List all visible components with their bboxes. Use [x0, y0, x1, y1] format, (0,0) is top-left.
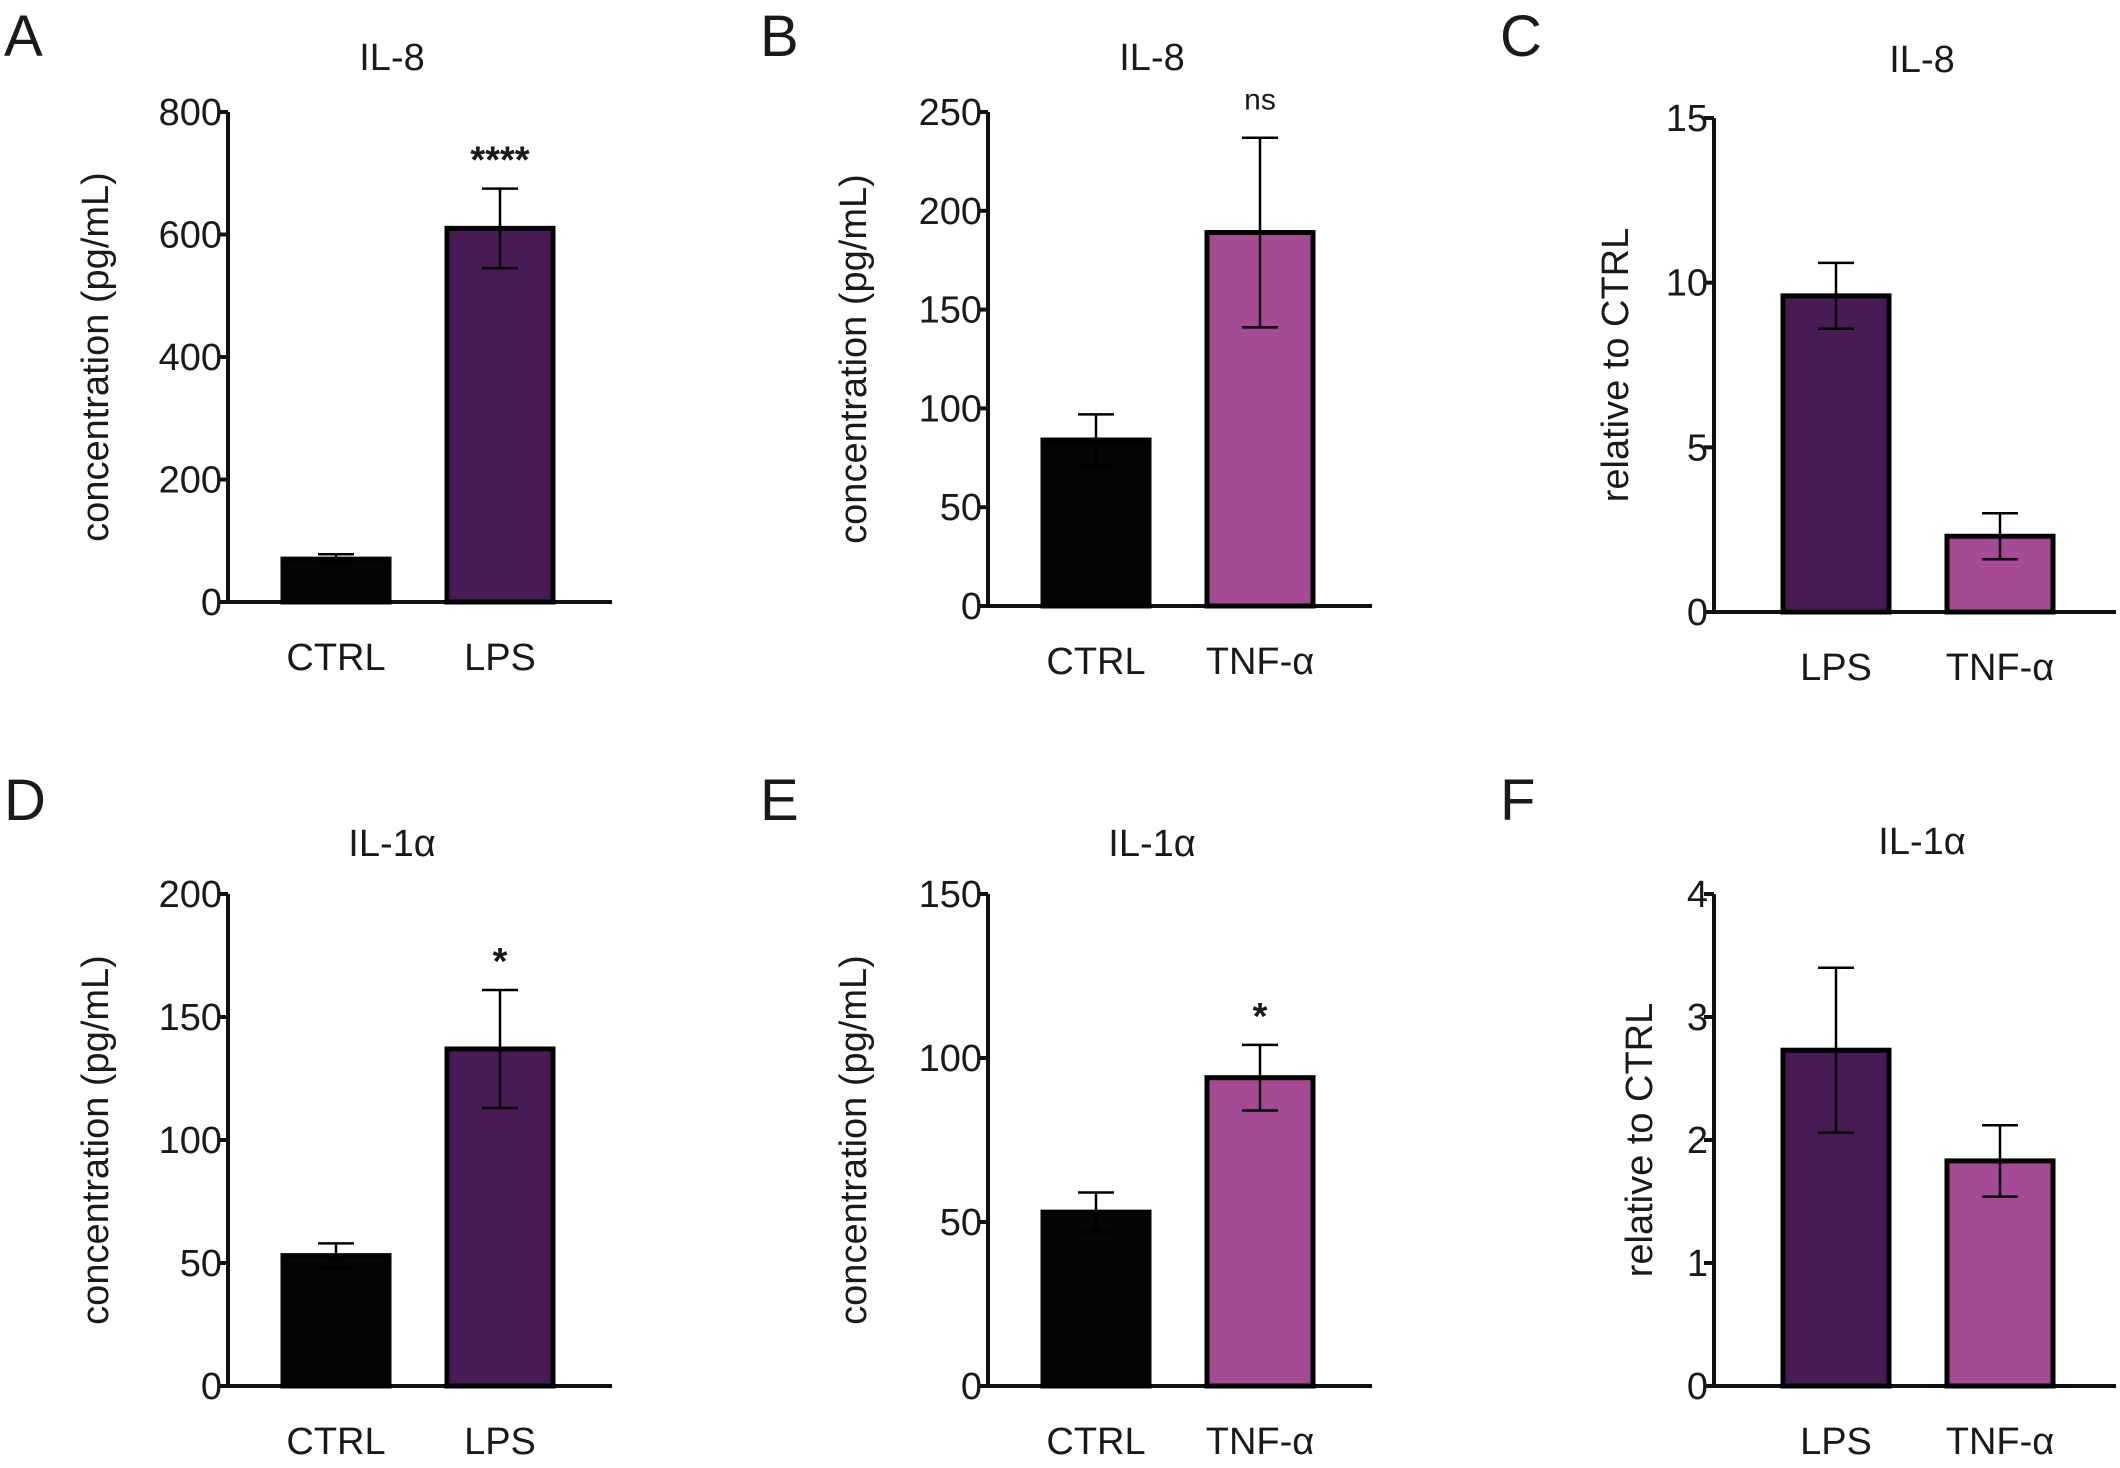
y-tick-label: 100	[159, 1120, 222, 1162]
y-tick-label: 0	[201, 1366, 222, 1408]
x-tick-label: LPS	[1800, 647, 1872, 689]
bar-tnf-	[1944, 1158, 2056, 1389]
significance-label: *	[1253, 996, 1268, 1038]
panel-letter: A	[4, 4, 43, 69]
chart-title: IL-8	[1889, 39, 1954, 81]
y-tick-label: 0	[1687, 1366, 1708, 1408]
y-tick-label: 150	[919, 874, 982, 916]
chart-panel-b: B IL-8 concentration (pg/mL) 0 50 100 150 200 25…	[760, 4, 1372, 683]
y-tick-label: 0	[1687, 592, 1708, 634]
x-tick-label: CTRL	[1046, 641, 1145, 683]
chart-panel-f: F IL-1α relative to CTRL 0 1 2 3 4 LPS TNF-α	[1500, 768, 2116, 1463]
y-tick-label: 15	[1666, 98, 1708, 140]
significance-label: *	[493, 941, 508, 983]
bar-tnf-	[1204, 1075, 1316, 1389]
significance-label: ****	[470, 140, 529, 182]
significance-label: ns	[1244, 84, 1276, 117]
chart-panel-a: A IL-8 concentration (pg/mL) 0 200 400 600 800 C…	[4, 4, 612, 679]
x-tick-label: TNF-α	[1206, 1421, 1315, 1463]
y-tick-label: 10	[1666, 263, 1708, 305]
chart-panel-c: C IL-8 relative to CTRL 0 5 10 15 LPS TNF-α	[1500, 4, 2116, 689]
x-tick-label: LPS	[464, 1421, 536, 1463]
panel-letter: D	[4, 768, 46, 833]
x-tick-label: CTRL	[286, 1421, 385, 1463]
bar-ctrl	[1040, 1209, 1152, 1389]
x-tick-label: TNF-α	[1946, 1421, 2055, 1463]
y-tick-label: 150	[919, 290, 982, 332]
chart-panel-e: E IL-1α concentration (pg/mL) 0 50 100 150 CTRL…	[760, 768, 1372, 1463]
y-tick-label: 200	[159, 460, 222, 502]
y-tick-label: 5	[1687, 427, 1708, 469]
y-tick-label: 1	[1687, 1243, 1708, 1285]
y-tick-label: 200	[919, 191, 982, 233]
x-tick-label: CTRL	[1046, 1421, 1145, 1463]
x-tick-label: LPS	[1800, 1421, 1872, 1463]
x-tick-label: TNF-α	[1946, 647, 2055, 689]
y-tick-label: 800	[159, 92, 222, 134]
y-tick-label: 3	[1687, 997, 1708, 1039]
chart-title: IL-1α	[1878, 821, 1965, 863]
bar-lps	[1780, 293, 1892, 615]
y-tick-label: 0	[961, 1366, 982, 1408]
y-tick-label: 100	[919, 388, 982, 430]
x-tick-label: TNF-α	[1206, 641, 1315, 683]
y-tick-label: 600	[159, 215, 222, 257]
y-tick-label: 0	[961, 586, 982, 628]
panel-letter: C	[1500, 4, 1542, 69]
y-tick-label: 200	[159, 874, 222, 916]
y-axis-label: concentration (pg/mL)	[833, 955, 875, 1325]
y-axis-label: concentration (pg/mL)	[833, 174, 875, 544]
y-tick-label: 4	[1687, 874, 1708, 916]
y-axis-label: relative to CTRL	[1595, 228, 1637, 503]
y-tick-label: 150	[159, 997, 222, 1039]
y-axis-label: relative to CTRL	[1619, 1003, 1661, 1278]
y-tick-label: 0	[201, 582, 222, 624]
chart-panel-d: D IL-1α concentration (pg/mL) 0 50 100 150 200 C…	[4, 768, 612, 1463]
panel-letter: F	[1500, 768, 1535, 833]
chart-title: IL-1α	[1108, 823, 1195, 865]
chart-title: IL-1α	[348, 823, 435, 865]
x-tick-label: CTRL	[286, 637, 385, 679]
y-tick-label: 50	[940, 1202, 982, 1244]
y-axis-label: concentration (pg/mL)	[75, 172, 117, 542]
y-axis-label: concentration (pg/mL)	[75, 955, 117, 1325]
y-tick-label: 400	[159, 337, 222, 379]
bar-ctrl	[280, 556, 392, 605]
chart-title: IL-8	[359, 37, 424, 79]
x-tick-label: LPS	[464, 637, 536, 679]
y-tick-label: 50	[940, 487, 982, 529]
y-tick-label: 2	[1687, 1120, 1708, 1162]
bar-lps	[444, 225, 556, 605]
y-tick-label: 250	[919, 92, 982, 134]
panel-letter: B	[760, 4, 799, 69]
bar-ctrl	[280, 1253, 392, 1389]
y-tick-label: 50	[180, 1243, 222, 1285]
chart-title: IL-8	[1119, 37, 1184, 79]
panel-letter: E	[760, 768, 799, 833]
y-tick-label: 100	[919, 1038, 982, 1080]
